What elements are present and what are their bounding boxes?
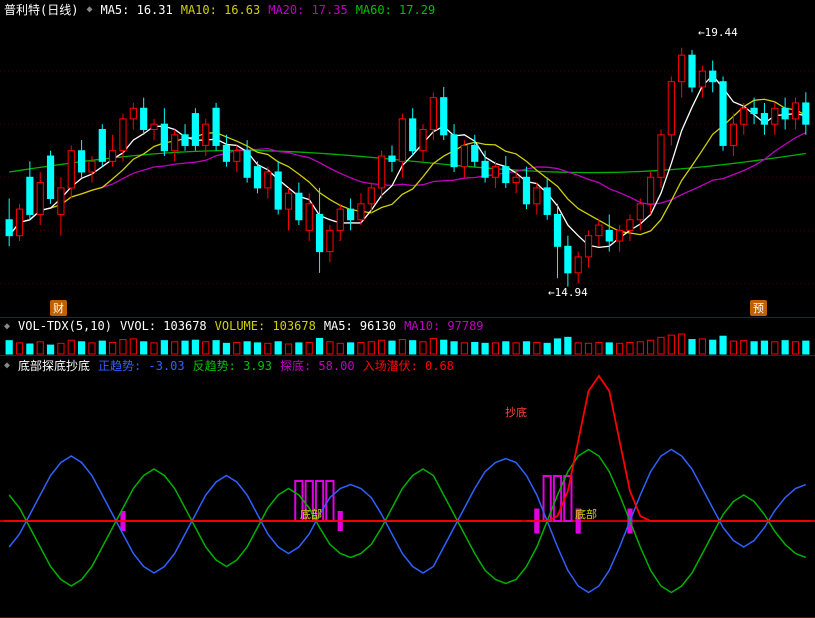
vol-ma10-label: MA10: 97789 [404, 319, 483, 333]
chaodi-label: 抄底 [505, 404, 527, 420]
ind-header: ◆ 底部探底抄底 正趋势: -3.03 反趋势: 3.93 探底: 58.00 … [0, 356, 815, 375]
tandi-label: 探底: 58.00 [280, 357, 355, 374]
high-price-label: ←19.44 [698, 26, 738, 39]
zheng-label: 正趋势: -3.03 [98, 357, 185, 374]
dibu-label-2: 底部 [575, 506, 597, 522]
ma60-label: MA60: 17.29 [356, 3, 435, 17]
vol-header: ◆ VOL-TDX(5,10) VVOL: 103678 VOLUME: 103… [0, 318, 815, 334]
dibu-label-1: 底部 [300, 506, 322, 522]
ma5-label: MA5: 16.31 [100, 3, 172, 17]
ma20-label: MA20: 17.35 [268, 3, 347, 17]
indicator-panel: ◆ 底部探底抄底 正趋势: -3.03 反趋势: 3.93 探底: 58.00 … [0, 356, 815, 618]
badge-cai[interactable]: 财 [50, 300, 67, 316]
candlestick-panel: 普利特(日线) ◆ MA5: 16.31 MA10: 16.63 MA20: 1… [0, 0, 815, 318]
vvol-label: VVOL: 103678 [120, 319, 207, 333]
low-price-label: ←14.94 [548, 286, 588, 299]
indicator-chart[interactable] [0, 356, 815, 618]
stock-title: 普利特(日线) [4, 1, 78, 18]
fan-label: 反趋势: 3.93 [193, 357, 272, 374]
chevron-icon[interactable]: ◆ [86, 4, 92, 15]
volume-label: VOLUME: 103678 [215, 319, 316, 333]
chevron-icon[interactable]: ◆ [4, 360, 10, 371]
badge-yu[interactable]: 预 [750, 300, 767, 316]
vol-ma5-label: MA5: 96130 [324, 319, 396, 333]
main-header: 普利特(日线) ◆ MA5: 16.31 MA10: 16.63 MA20: 1… [0, 0, 815, 19]
ma10-label: MA10: 16.63 [181, 3, 260, 17]
ruchang-label: 入场潜伏: 0.68 [363, 357, 454, 374]
chevron-icon[interactable]: ◆ [4, 321, 10, 332]
ind-title: 底部探底抄底 [18, 357, 90, 374]
volume-panel: ◆ VOL-TDX(5,10) VVOL: 103678 VOLUME: 103… [0, 318, 815, 356]
candlestick-chart[interactable] [0, 0, 815, 318]
vol-title: VOL-TDX(5,10) [18, 319, 112, 333]
